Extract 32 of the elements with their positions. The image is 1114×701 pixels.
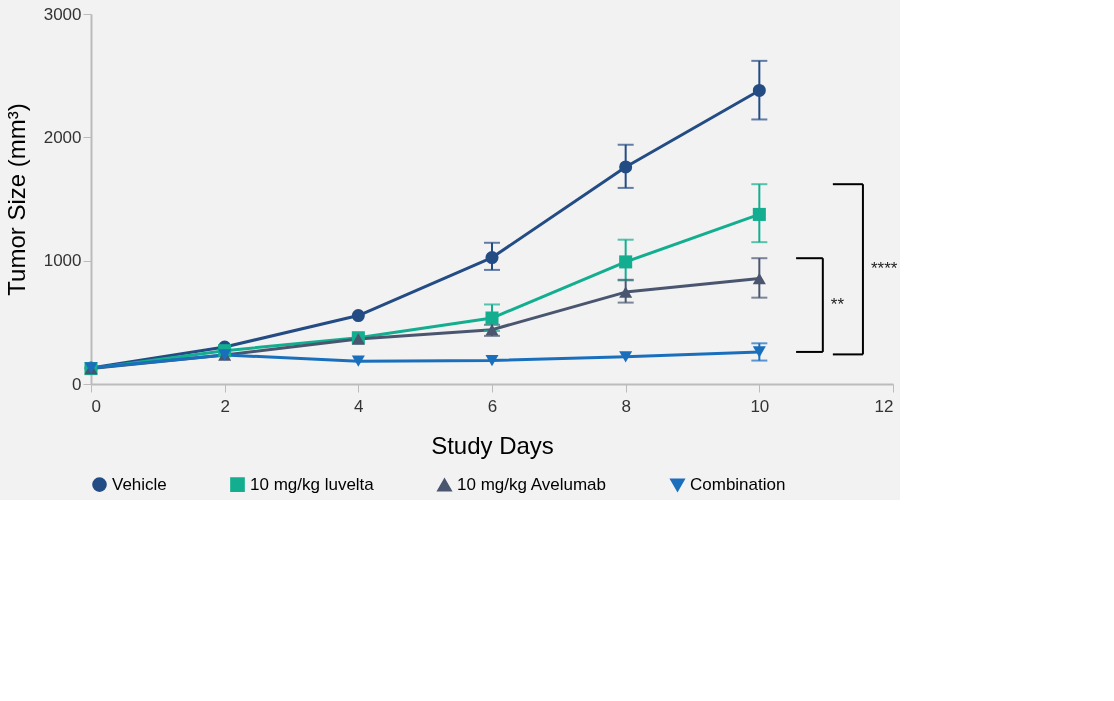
- y-axis-title: Tumor Size (mm³): [2, 103, 30, 296]
- legend-label: Combination: [690, 475, 786, 495]
- x-tick-label: 4: [354, 396, 364, 416]
- point: [485, 311, 499, 325]
- point: [351, 309, 365, 323]
- y-tick-label: 2000: [43, 127, 82, 147]
- legend-label: 10 mg/kg luvelta: [250, 474, 375, 494]
- point: [485, 354, 499, 367]
- y-tick-label: 3000: [43, 4, 82, 24]
- x-tick-label: 10: [750, 396, 770, 416]
- point: [752, 207, 766, 221]
- x-tick-label: 12: [874, 396, 894, 416]
- point: [752, 346, 766, 358]
- point: [351, 355, 365, 367]
- x-axis-title: Study Days: [431, 431, 554, 459]
- x-tick-label: 6: [487, 396, 498, 416]
- point: [619, 351, 633, 363]
- annotation: ****: [870, 259, 898, 279]
- annotation: **: [830, 295, 845, 315]
- point: [485, 251, 499, 265]
- y-tick-label: 1000: [43, 251, 82, 271]
- x-tick-label: 2: [220, 396, 230, 416]
- x-tick-label: 0: [91, 396, 101, 416]
- legend-label: Vehicle: [112, 474, 167, 494]
- y-tick-label: 0: [72, 374, 82, 394]
- point: [619, 255, 633, 269]
- legend-label: 10 mg/kg Avelumab: [457, 475, 606, 495]
- point: [619, 160, 633, 174]
- point: [752, 83, 766, 97]
- point: [752, 272, 766, 285]
- point: [619, 286, 633, 298]
- x-tick-label: 8: [621, 396, 631, 416]
